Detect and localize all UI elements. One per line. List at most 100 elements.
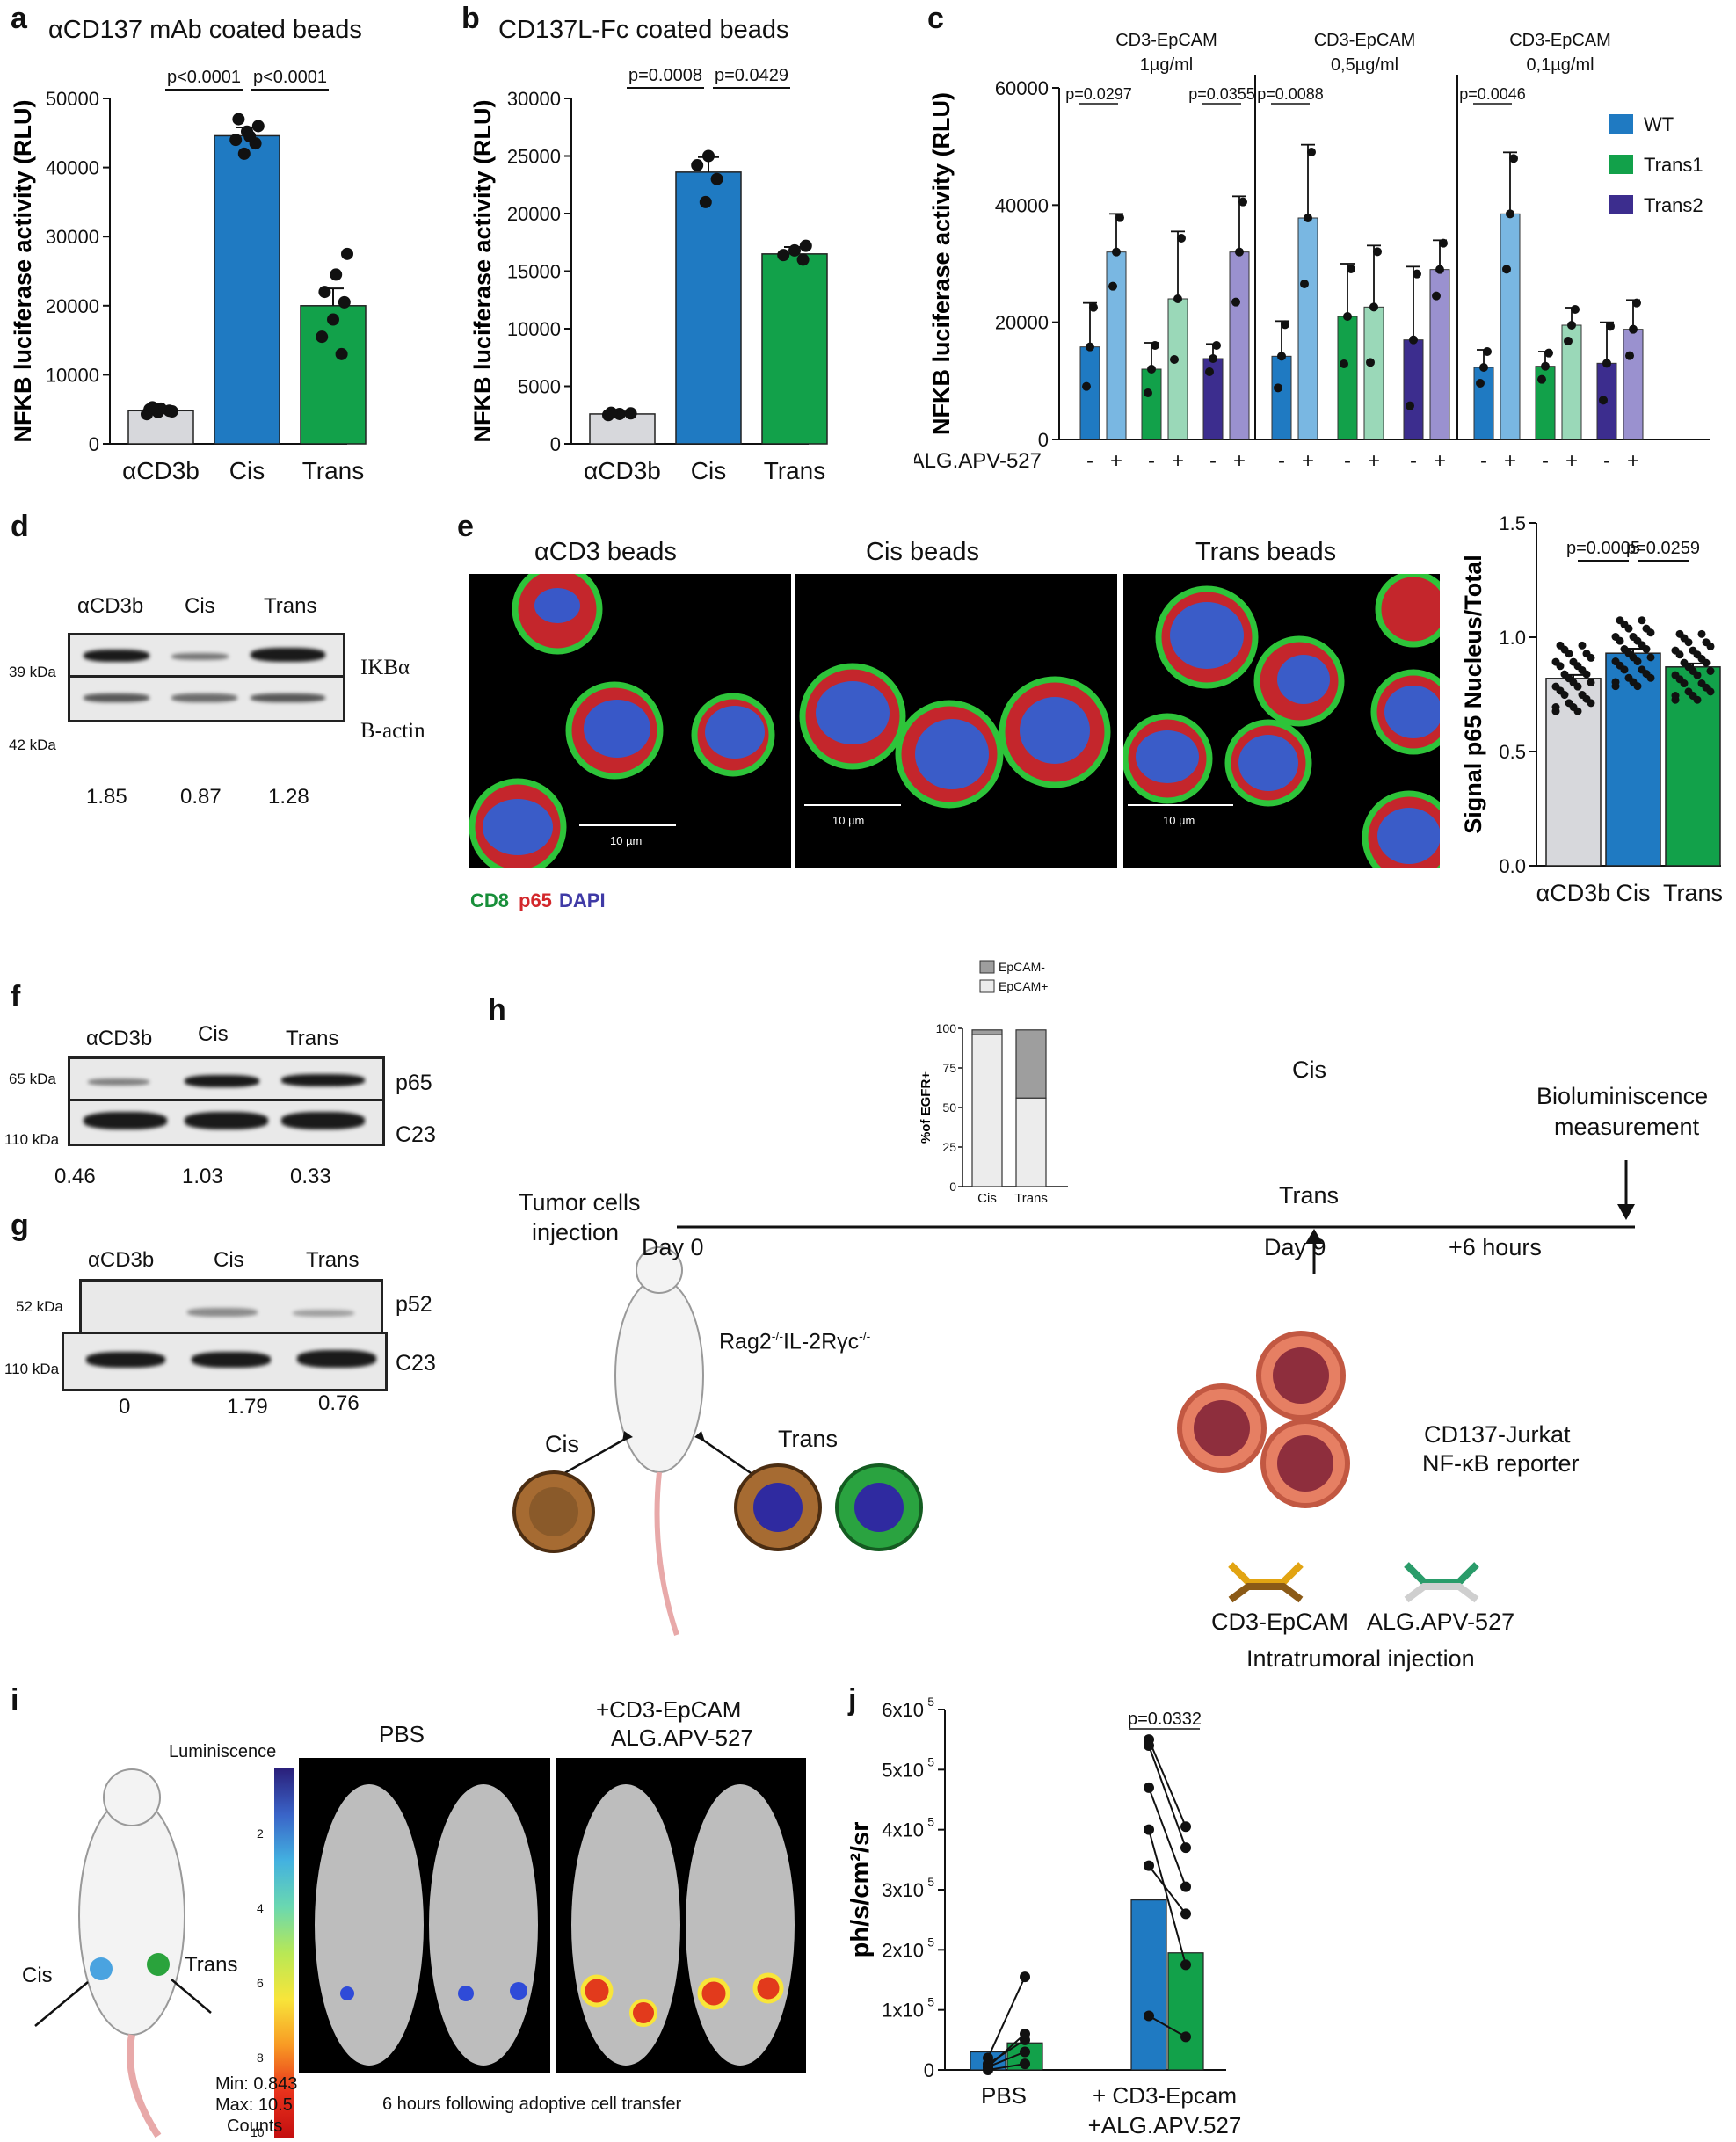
data-point [1671, 692, 1680, 701]
group-label: 1µg/ml [1140, 55, 1193, 75]
significance-label: p=0.0005 [1566, 539, 1640, 558]
data-point [1483, 347, 1492, 356]
blot-f-row-label-2: C23 [396, 1122, 436, 1147]
schematic-h [512, 1160, 1635, 1636]
blot-f-lane-2: Cis [198, 1022, 229, 1046]
data-point [1180, 1821, 1191, 1833]
ytick-label: 60000 [995, 77, 1049, 99]
ytick-label: 25000 [507, 146, 561, 168]
data-point [1602, 359, 1611, 368]
ytick-exponent: 5 [927, 1995, 934, 2009]
scale-bar-label-1: 10 µm [610, 834, 643, 847]
x-sign-label: - [1344, 449, 1351, 473]
data-point [1578, 641, 1587, 650]
i-treated-image [556, 1758, 806, 2073]
x-sign-label: + [1434, 449, 1446, 473]
data-point [232, 113, 245, 126]
data-point [165, 405, 178, 418]
data-point [1564, 337, 1573, 345]
bar [1337, 316, 1358, 440]
x-sign-label: - [1542, 449, 1549, 473]
data-point [777, 249, 790, 262]
group-label: 0,5µg/ml [1331, 55, 1398, 75]
h-cis-bottom-label: Cis [545, 1431, 579, 1457]
data-point [251, 120, 265, 133]
micro-e-image-1: 10 µm [469, 574, 791, 868]
chart-e-bar: 0.0 0.5 1.0 1.5 Signal p65 Nucleus/Total αCD3… [1460, 512, 1723, 906]
data-point [146, 401, 159, 414]
group-label: CD3-EpCAM [1509, 31, 1611, 50]
x-sign-label: - [1480, 449, 1487, 473]
ytick-label: 6x10 [882, 1699, 924, 1721]
significance-label: p=0.0008 [628, 66, 702, 85]
x-sign-label: - [1086, 449, 1093, 473]
ytick-label: 0.5 [1499, 741, 1526, 763]
x-category-label: Cis [1616, 880, 1651, 906]
micro-e-title-1: αCD3 beads [534, 538, 677, 566]
blot-g-kda-2: 110 kDa [4, 1361, 60, 1377]
y-axis-label: NFKB luciferase activity (RLU) [928, 92, 955, 435]
y-axis-label: %of EGFR+ [919, 1071, 933, 1144]
data-point [1697, 629, 1706, 638]
data-point [1209, 354, 1217, 363]
scale-tick-4: 4 [257, 1901, 264, 1915]
ytick-label: 100 [936, 1021, 957, 1035]
x-sign-label: + [1233, 449, 1246, 473]
data-point [1509, 154, 1518, 163]
blot-g-lane-3: Trans [306, 1248, 360, 1272]
bar [1167, 1952, 1204, 2071]
data-point [316, 330, 329, 344]
scale-tick-6: 6 [257, 1976, 264, 1990]
blot-f-lane-3: Trans [286, 1027, 339, 1050]
data-point [1587, 653, 1595, 662]
ytick-label: 0 [924, 2059, 934, 2081]
data-point [1587, 699, 1595, 708]
data-point [330, 268, 343, 281]
pair-line [987, 2063, 1026, 2071]
panel-letter-c: c [927, 2, 944, 35]
data-point [691, 158, 704, 171]
data-point [1343, 312, 1352, 321]
blot-g-row-label-2: C23 [396, 1351, 436, 1376]
x-sign-label: + [1302, 449, 1314, 473]
h-biolum-label-2: measurement [1554, 1114, 1700, 1140]
legend-label: Trans2 [1644, 194, 1703, 216]
panel-letter-j: j [848, 1683, 857, 1717]
data-point [1300, 280, 1309, 288]
h-day0-label: Day 0 [642, 1234, 704, 1260]
data-point [1439, 238, 1448, 248]
pair-line [1148, 2015, 1187, 2038]
significance-label: p=0.0355 [1188, 85, 1255, 103]
panel-letter-a: a [11, 2, 27, 35]
data-point [1625, 351, 1634, 360]
tumor-cell-trans-icon [734, 1463, 923, 1551]
legend-label: Trans1 [1644, 154, 1703, 176]
data-point [1560, 691, 1569, 700]
data-point [1369, 302, 1378, 312]
blot-f-row-2 [68, 1099, 385, 1146]
significance-label: p=0.0259 [1626, 539, 1700, 558]
blot-g-lane-2: Cis [214, 1248, 244, 1272]
x-sign-label: + [1504, 449, 1516, 473]
data-point [1413, 269, 1421, 279]
significance-label: p=0.0088 [1257, 85, 1324, 103]
data-point [1642, 645, 1651, 654]
y-axis-label: NFKB luciferase activity (RLU) [10, 99, 36, 442]
data-point [1541, 361, 1550, 371]
i-pbs-image [299, 1758, 550, 2073]
data-point [1235, 247, 1244, 257]
data-point [799, 239, 812, 252]
data-point [1277, 352, 1286, 361]
ytick-label: 50 [942, 1100, 956, 1115]
pair-line [1148, 1787, 1187, 1887]
data-point [1702, 658, 1711, 667]
h-cis-top-label: Cis [1292, 1056, 1326, 1083]
bar [1079, 346, 1100, 440]
x-category-label: Trans [1663, 880, 1723, 906]
data-point [338, 295, 351, 309]
blot-d-lane-3: Trans [264, 594, 317, 618]
x-category-label: αCD3b [1536, 880, 1611, 906]
h-ab2-label: ALG.APV-527 [1367, 1608, 1515, 1635]
blot-d-row-2 [68, 675, 345, 722]
panel-letter-e: e [457, 510, 474, 543]
